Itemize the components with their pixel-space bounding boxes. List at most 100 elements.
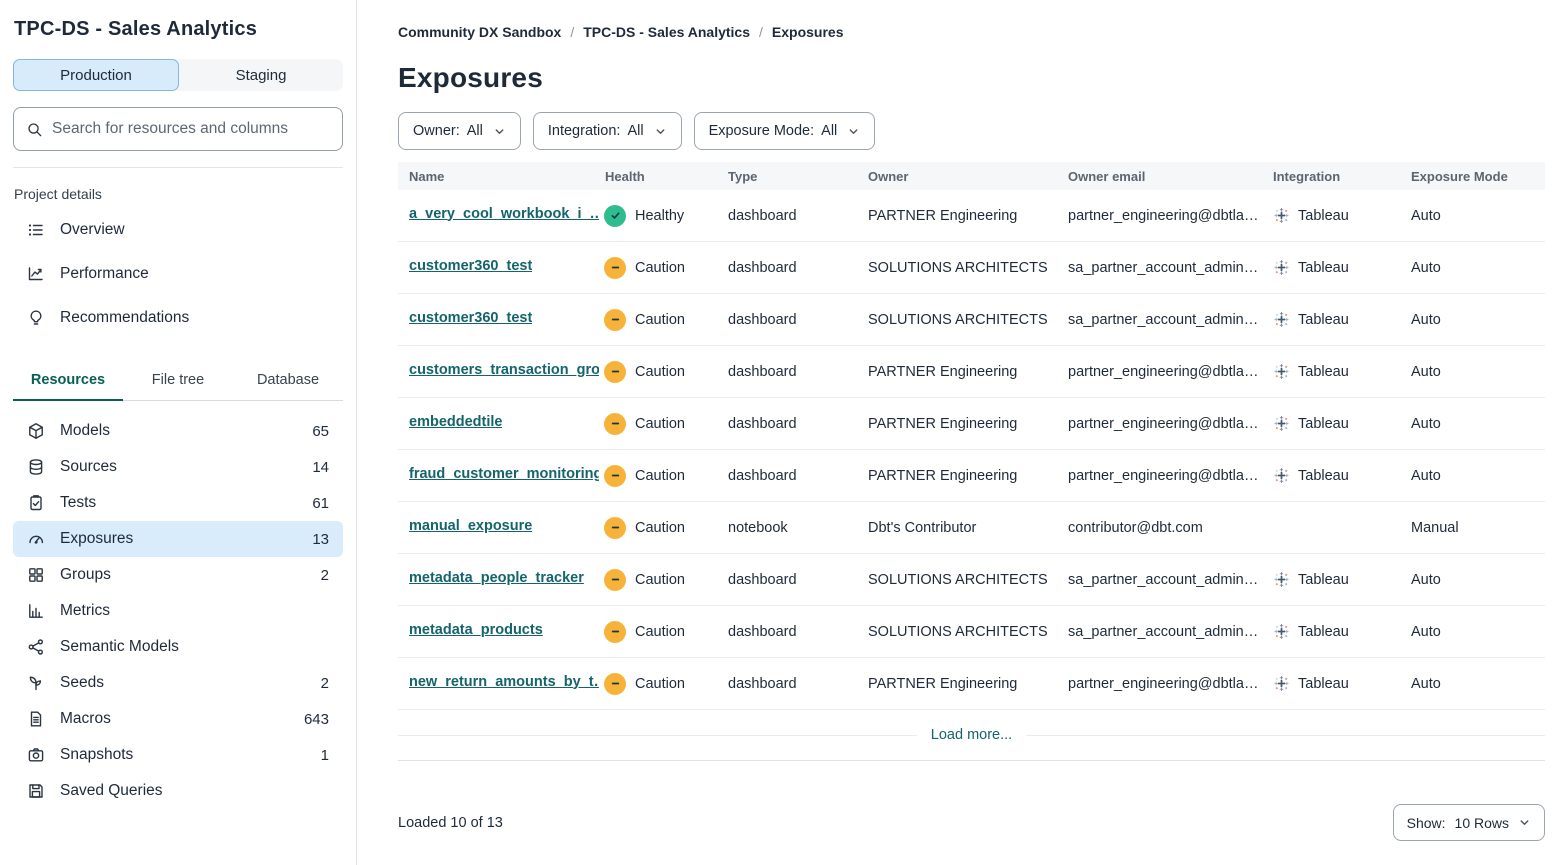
env-tab-production[interactable]: Production bbox=[13, 59, 179, 91]
health-caution-icon bbox=[601, 669, 629, 698]
search-input[interactable] bbox=[52, 120, 330, 138]
exposure-owner-email: partner_engineering@dbtla… bbox=[1068, 675, 1259, 692]
breadcrumb-separator: / bbox=[570, 24, 575, 40]
resource-count: 61 bbox=[312, 494, 329, 512]
search-box[interactable] bbox=[13, 107, 343, 151]
main-content: Community DX Sandbox / TPC-DS - Sales Anal… bbox=[357, 0, 1559, 865]
filter-exposure-mode[interactable]: Exposure Mode: All bbox=[693, 112, 876, 150]
sidebar-item-seeds[interactable]: Seeds 2 bbox=[13, 665, 343, 701]
table-header: Name Health Type Owner Owner email Integratio… bbox=[398, 162, 1545, 190]
sidebar-item-overview[interactable]: Overview bbox=[13, 208, 343, 252]
exposure-name-link[interactable]: a_very_cool_workbook_i_… bbox=[409, 205, 599, 222]
filter-integration[interactable]: Integration: All bbox=[532, 112, 682, 150]
exposure-owner-email: sa_partner_account_admin… bbox=[1068, 259, 1259, 276]
exposure-integration: Tableau bbox=[1273, 467, 1411, 484]
sidebar-item-recommendations[interactable]: Recommendations bbox=[13, 296, 343, 340]
resource-label: Sources bbox=[60, 458, 117, 475]
breadcrumb-separator: / bbox=[759, 24, 763, 40]
tableau-icon bbox=[1273, 311, 1290, 328]
integration-label: Tableau bbox=[1298, 259, 1349, 276]
resource-label: Snapshots bbox=[60, 746, 134, 763]
exposure-integration: Tableau bbox=[1273, 675, 1411, 692]
exposure-name-link[interactable]: customer360_test bbox=[409, 257, 533, 274]
table-row: customers_transaction_gro… Caution dashb… bbox=[398, 346, 1545, 398]
divider-line bbox=[398, 734, 917, 736]
exposure-integration: Tableau bbox=[1273, 311, 1411, 328]
sidebar-item-semantic-models[interactable]: Semantic Models bbox=[13, 629, 343, 665]
exposure-mode: Auto bbox=[1411, 311, 1441, 328]
sidebar-item-snapshots[interactable]: Snapshots 1 bbox=[13, 737, 343, 773]
clipboard-check-icon bbox=[27, 494, 45, 512]
sidebar-item-exposures[interactable]: Exposures 13 bbox=[13, 521, 343, 557]
health-caution-icon bbox=[601, 357, 629, 386]
exposure-name-link[interactable]: new_return_amounts_by_t… bbox=[409, 673, 599, 690]
sidebar-item-tests[interactable]: Tests 61 bbox=[13, 485, 343, 521]
health-caution-icon bbox=[601, 305, 629, 334]
exposure-name-link[interactable]: fraud_customer_monitoring bbox=[409, 465, 599, 482]
sidebar: TPC-DS - Sales Analytics Production Stagi… bbox=[0, 0, 357, 865]
table-row: fraud_customer_monitoring Caution dashbo… bbox=[398, 450, 1545, 502]
camera-icon bbox=[27, 746, 45, 764]
table-row: metadata_people_tracker Caution dashboar… bbox=[398, 554, 1545, 606]
load-more-link[interactable]: Load more... bbox=[930, 727, 1013, 743]
env-tab-staging[interactable]: Staging bbox=[179, 59, 343, 91]
health-status: Caution bbox=[635, 519, 685, 536]
chart-line-icon bbox=[27, 265, 45, 283]
sidebar-item-macros[interactable]: Macros 643 bbox=[13, 701, 343, 737]
exposure-owner-email: contributor@dbt.com bbox=[1068, 519, 1203, 536]
filter-owner[interactable]: Owner: All bbox=[398, 112, 521, 150]
chevron-down-icon bbox=[654, 125, 667, 138]
breadcrumb: Community DX Sandbox / TPC-DS - Sales Anal… bbox=[398, 24, 1545, 40]
sidebar-item-label: Overview bbox=[60, 221, 125, 238]
exposure-name-link[interactable]: embeddedtile bbox=[409, 413, 503, 430]
health-status: Caution bbox=[635, 571, 685, 588]
tableau-icon bbox=[1273, 623, 1290, 640]
exposure-owner: SOLUTIONS ARCHITECTS bbox=[868, 311, 1048, 328]
health-status: Healthy bbox=[635, 207, 685, 224]
exposure-name-link[interactable]: manual_exposure bbox=[409, 517, 533, 534]
exposure-type: dashboard bbox=[728, 467, 797, 484]
column-header-exposure-mode: Exposure Mode bbox=[1411, 168, 1508, 184]
exposure-name-link[interactable]: metadata_people_tracker bbox=[409, 569, 584, 586]
exposure-owner: SOLUTIONS ARCHITECTS bbox=[868, 571, 1048, 588]
sidebar-item-models[interactable]: Models 65 bbox=[13, 413, 343, 449]
chevron-down-icon bbox=[493, 125, 506, 138]
sidebar-item-performance[interactable]: Performance bbox=[13, 252, 343, 296]
chevron-down-icon bbox=[1518, 816, 1531, 829]
tab-file-tree[interactable]: File tree bbox=[151, 372, 205, 388]
exposure-type: dashboard bbox=[728, 311, 797, 328]
exposure-mode: Auto bbox=[1411, 675, 1441, 692]
exposure-name-link[interactable]: metadata_products bbox=[409, 621, 543, 638]
page-title: Exposures bbox=[398, 62, 543, 93]
exposure-mode: Manual bbox=[1411, 519, 1459, 536]
exposure-name-link[interactable]: customer360_test bbox=[409, 309, 533, 326]
breadcrumb-item-tpc-ds-sales-analytics[interactable]: TPC-DS - Sales Analytics bbox=[583, 24, 751, 40]
exposure-owner: PARTNER Engineering bbox=[868, 467, 1018, 484]
rows-per-page-select[interactable]: Show: 10 Rows bbox=[1392, 804, 1545, 841]
tableau-icon bbox=[1273, 467, 1290, 484]
exposure-type: notebook bbox=[728, 519, 788, 536]
health-status: Caution bbox=[635, 415, 685, 432]
sidebar-item-sources[interactable]: Sources 14 bbox=[13, 449, 343, 485]
exposure-owner-email: partner_engineering@dbtla… bbox=[1068, 467, 1259, 484]
exposure-owner-email: sa_partner_account_admin… bbox=[1068, 311, 1259, 328]
loaded-count: Loaded 10 of 13 bbox=[398, 814, 503, 831]
exposure-type: dashboard bbox=[728, 259, 797, 276]
tab-resources[interactable]: Resources bbox=[13, 362, 123, 401]
list-icon bbox=[27, 221, 45, 239]
bar-chart-icon bbox=[27, 602, 45, 620]
exposure-type: dashboard bbox=[728, 207, 797, 224]
table-row: new_return_amounts_by_t… Caution dashboa… bbox=[398, 658, 1545, 710]
sidebar-item-saved-queries[interactable]: Saved Queries bbox=[13, 773, 343, 809]
divider-line bbox=[1026, 734, 1546, 736]
exposure-name-link[interactable]: customers_transaction_gro… bbox=[409, 361, 599, 378]
document-icon bbox=[27, 710, 45, 728]
network-icon bbox=[27, 638, 45, 656]
seedling-icon bbox=[27, 674, 45, 692]
tableau-icon bbox=[1273, 571, 1290, 588]
table-row: manual_exposure Caution notebook Dbt's C… bbox=[398, 502, 1545, 554]
sidebar-item-metrics[interactable]: Metrics bbox=[13, 593, 343, 629]
sidebar-item-groups[interactable]: Groups 2 bbox=[13, 557, 343, 593]
tab-database[interactable]: Database bbox=[256, 372, 320, 388]
breadcrumb-item-community-dx-sandbox[interactable]: Community DX Sandbox bbox=[398, 24, 562, 40]
